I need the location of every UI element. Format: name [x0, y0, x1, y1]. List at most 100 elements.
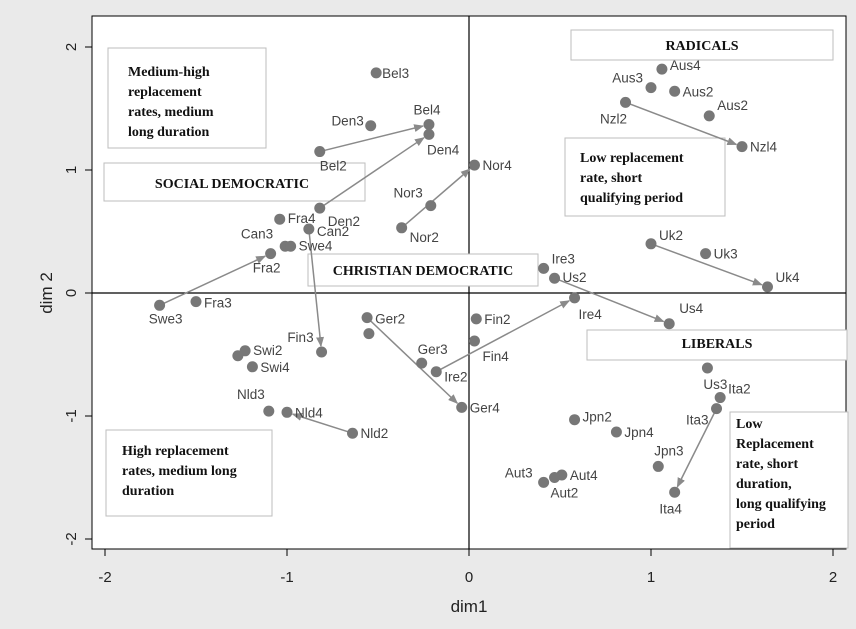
- point-label: Can3: [241, 226, 273, 241]
- data-point: [363, 328, 375, 340]
- annotation-text: period: [736, 517, 775, 532]
- x-axis-title: dim1: [451, 597, 488, 616]
- point-label: Aut4: [570, 468, 598, 483]
- point-label: Nor4: [482, 158, 512, 173]
- data-point: [314, 146, 326, 158]
- point-label: Ita4: [659, 501, 682, 516]
- annotation-text: duration: [122, 484, 174, 499]
- trajectory-arrow: [291, 413, 353, 434]
- point-label: Uk4: [775, 270, 799, 285]
- annotation-text: qualifying period: [580, 191, 683, 206]
- annotation-text: High replacement: [122, 444, 229, 459]
- data-point: [468, 335, 480, 347]
- point-label: Nzl4: [750, 140, 777, 155]
- trajectory-arrow: [366, 317, 459, 404]
- point-label: Aus2: [717, 98, 748, 113]
- point-label: Ita2: [728, 382, 751, 397]
- data-point: [701, 362, 713, 374]
- annotation-text: LIBERALS: [682, 337, 753, 352]
- data-point: [549, 272, 561, 284]
- data-point: [190, 296, 202, 308]
- point-label: Den2: [328, 214, 360, 229]
- data-point: [365, 120, 377, 132]
- data-point: [430, 366, 442, 378]
- data-point: [652, 460, 664, 472]
- data-point: [669, 85, 681, 97]
- annotation-box: [586, 329, 848, 361]
- data-point: [703, 110, 715, 122]
- point-label: Us2: [563, 270, 587, 285]
- point-label: Swi2: [253, 343, 282, 358]
- x-tick-label: -2: [98, 569, 111, 586]
- point-label: Nld2: [361, 426, 389, 441]
- annotation-text: long qualifying: [736, 497, 826, 512]
- y-axis-title: dim 2: [37, 272, 56, 314]
- point-label: Ita3: [686, 413, 709, 428]
- annotation-text: rates, medium long: [122, 464, 237, 479]
- annotation-text: rates, medium: [128, 105, 214, 120]
- data-point: [347, 427, 359, 439]
- data-point: [470, 313, 482, 325]
- point-label: Fin2: [484, 312, 510, 327]
- data-point: [246, 361, 258, 373]
- point-label: Fra4: [288, 211, 316, 226]
- point-label: Nld4: [295, 405, 323, 420]
- point-label: Swi4: [260, 360, 290, 375]
- trajectory-arrow: [554, 277, 665, 323]
- data-point: [645, 238, 657, 250]
- data-point: [281, 406, 293, 418]
- trajectory-arrow: [319, 137, 425, 209]
- point-label: Nzl2: [600, 111, 627, 126]
- trajectory-arrow: [319, 124, 425, 153]
- point-label: Nor3: [394, 186, 423, 201]
- data-point: [314, 202, 326, 214]
- y-tick-label: 0: [63, 289, 80, 297]
- annotation-text: SOCIAL DEMOCRATIC: [155, 177, 309, 192]
- data-point: [456, 401, 468, 413]
- annotation-box: [105, 429, 273, 517]
- point-label: Ger2: [375, 312, 405, 327]
- data-point: [232, 350, 244, 362]
- data-point: [538, 476, 550, 488]
- data-point: [425, 200, 437, 212]
- point-label: Fin3: [287, 330, 313, 345]
- point-label: Nor2: [410, 230, 439, 245]
- data-point: [714, 392, 726, 404]
- annotation-text: RADICALS: [665, 39, 738, 54]
- data-point: [761, 281, 773, 293]
- data-point: [316, 346, 328, 358]
- point-label: Us4: [679, 301, 703, 316]
- annotation-box: [729, 411, 849, 549]
- annotation-text: Low: [736, 417, 763, 432]
- annotation-box: [564, 137, 726, 217]
- annotation-box: [570, 29, 834, 61]
- annotation-text: Medium-high: [128, 65, 210, 80]
- point-label: Jpn3: [654, 443, 683, 458]
- data-point: [569, 414, 581, 426]
- data-point: [669, 486, 681, 498]
- trajectory-arrow: [435, 300, 571, 373]
- point-label: Ire4: [579, 307, 603, 322]
- data-point: [610, 426, 622, 438]
- point-label: Swe4: [299, 238, 333, 253]
- point-label: Ger4: [470, 400, 501, 415]
- data-point: [663, 318, 675, 330]
- trajectory-arrow: [308, 228, 325, 348]
- data-point: [645, 82, 657, 94]
- point-label: Aus4: [670, 58, 701, 73]
- y-tick-label: 1: [63, 166, 80, 174]
- data-point: [423, 128, 435, 140]
- point-label: Bel3: [382, 66, 409, 81]
- point-label: Fra3: [204, 296, 232, 311]
- data-point: [538, 262, 550, 274]
- y-tick-label: -1: [63, 409, 80, 422]
- data-point: [396, 222, 408, 234]
- point-label: Aus3: [612, 71, 643, 86]
- annotation-box: [307, 253, 539, 287]
- data-point: [370, 67, 382, 79]
- trajectory-arrow: [650, 243, 763, 286]
- trajectory-arrow: [401, 168, 471, 229]
- data-point: [303, 223, 315, 235]
- data-point: [361, 312, 373, 324]
